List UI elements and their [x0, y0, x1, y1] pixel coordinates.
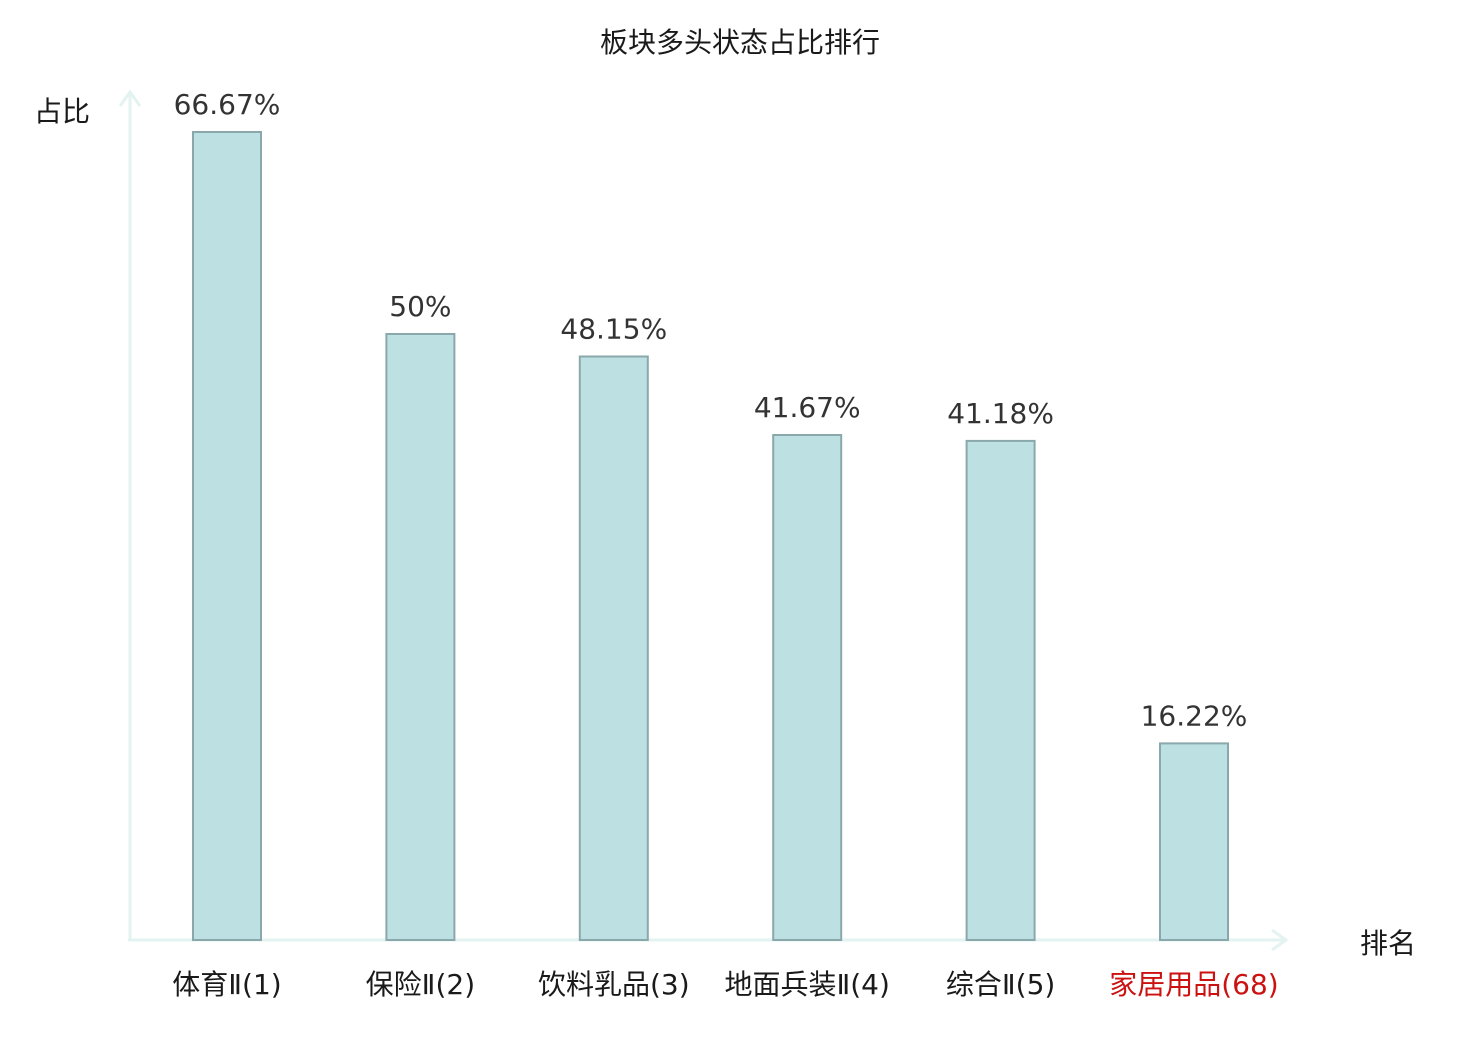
x-tick-label: 饮料乳品(3) — [538, 968, 690, 1001]
bar — [1159, 742, 1229, 942]
bar-value-label: 48.15% — [560, 313, 667, 346]
y-axis: 占比 — [34, 89, 142, 940]
x-tick-label: 地面兵装Ⅱ(4) — [724, 968, 889, 1001]
bar — [385, 333, 456, 941]
y-axis-arrow-icon — [118, 89, 142, 107]
chart-title: 板块多头状态占比排行 — [600, 26, 880, 59]
bar — [772, 434, 843, 941]
y-axis-label: 占比 — [34, 95, 90, 128]
bar-value-label: 41.67% — [754, 391, 861, 424]
x-tick-label: 体育Ⅱ(1) — [172, 968, 281, 1001]
bars-group: 66.67% 体育Ⅱ(1) 50% 保险Ⅱ(2) 48.15% 饮料乳品(3) 41.67%… — [172, 88, 1278, 1001]
bar — [192, 131, 262, 941]
bar-value-label: 50% — [389, 290, 451, 323]
x-axis-label: 排名 — [1360, 927, 1416, 960]
bar-value-label: 66.67% — [174, 88, 281, 121]
x-tick-label: 保险Ⅱ(2) — [366, 968, 475, 1001]
x-tick-label: 综合Ⅱ(5) — [946, 968, 1055, 1001]
x-tick-label: 家居用品(68) — [1109, 968, 1278, 1001]
bar-value-label: 16.22% — [1141, 699, 1248, 732]
bar — [578, 355, 649, 941]
x-axis-arrow-icon — [1271, 928, 1289, 952]
bar-value-label: 41.18% — [947, 397, 1054, 430]
x-axis: 排名 — [128, 927, 1416, 960]
bar — [965, 439, 1036, 941]
